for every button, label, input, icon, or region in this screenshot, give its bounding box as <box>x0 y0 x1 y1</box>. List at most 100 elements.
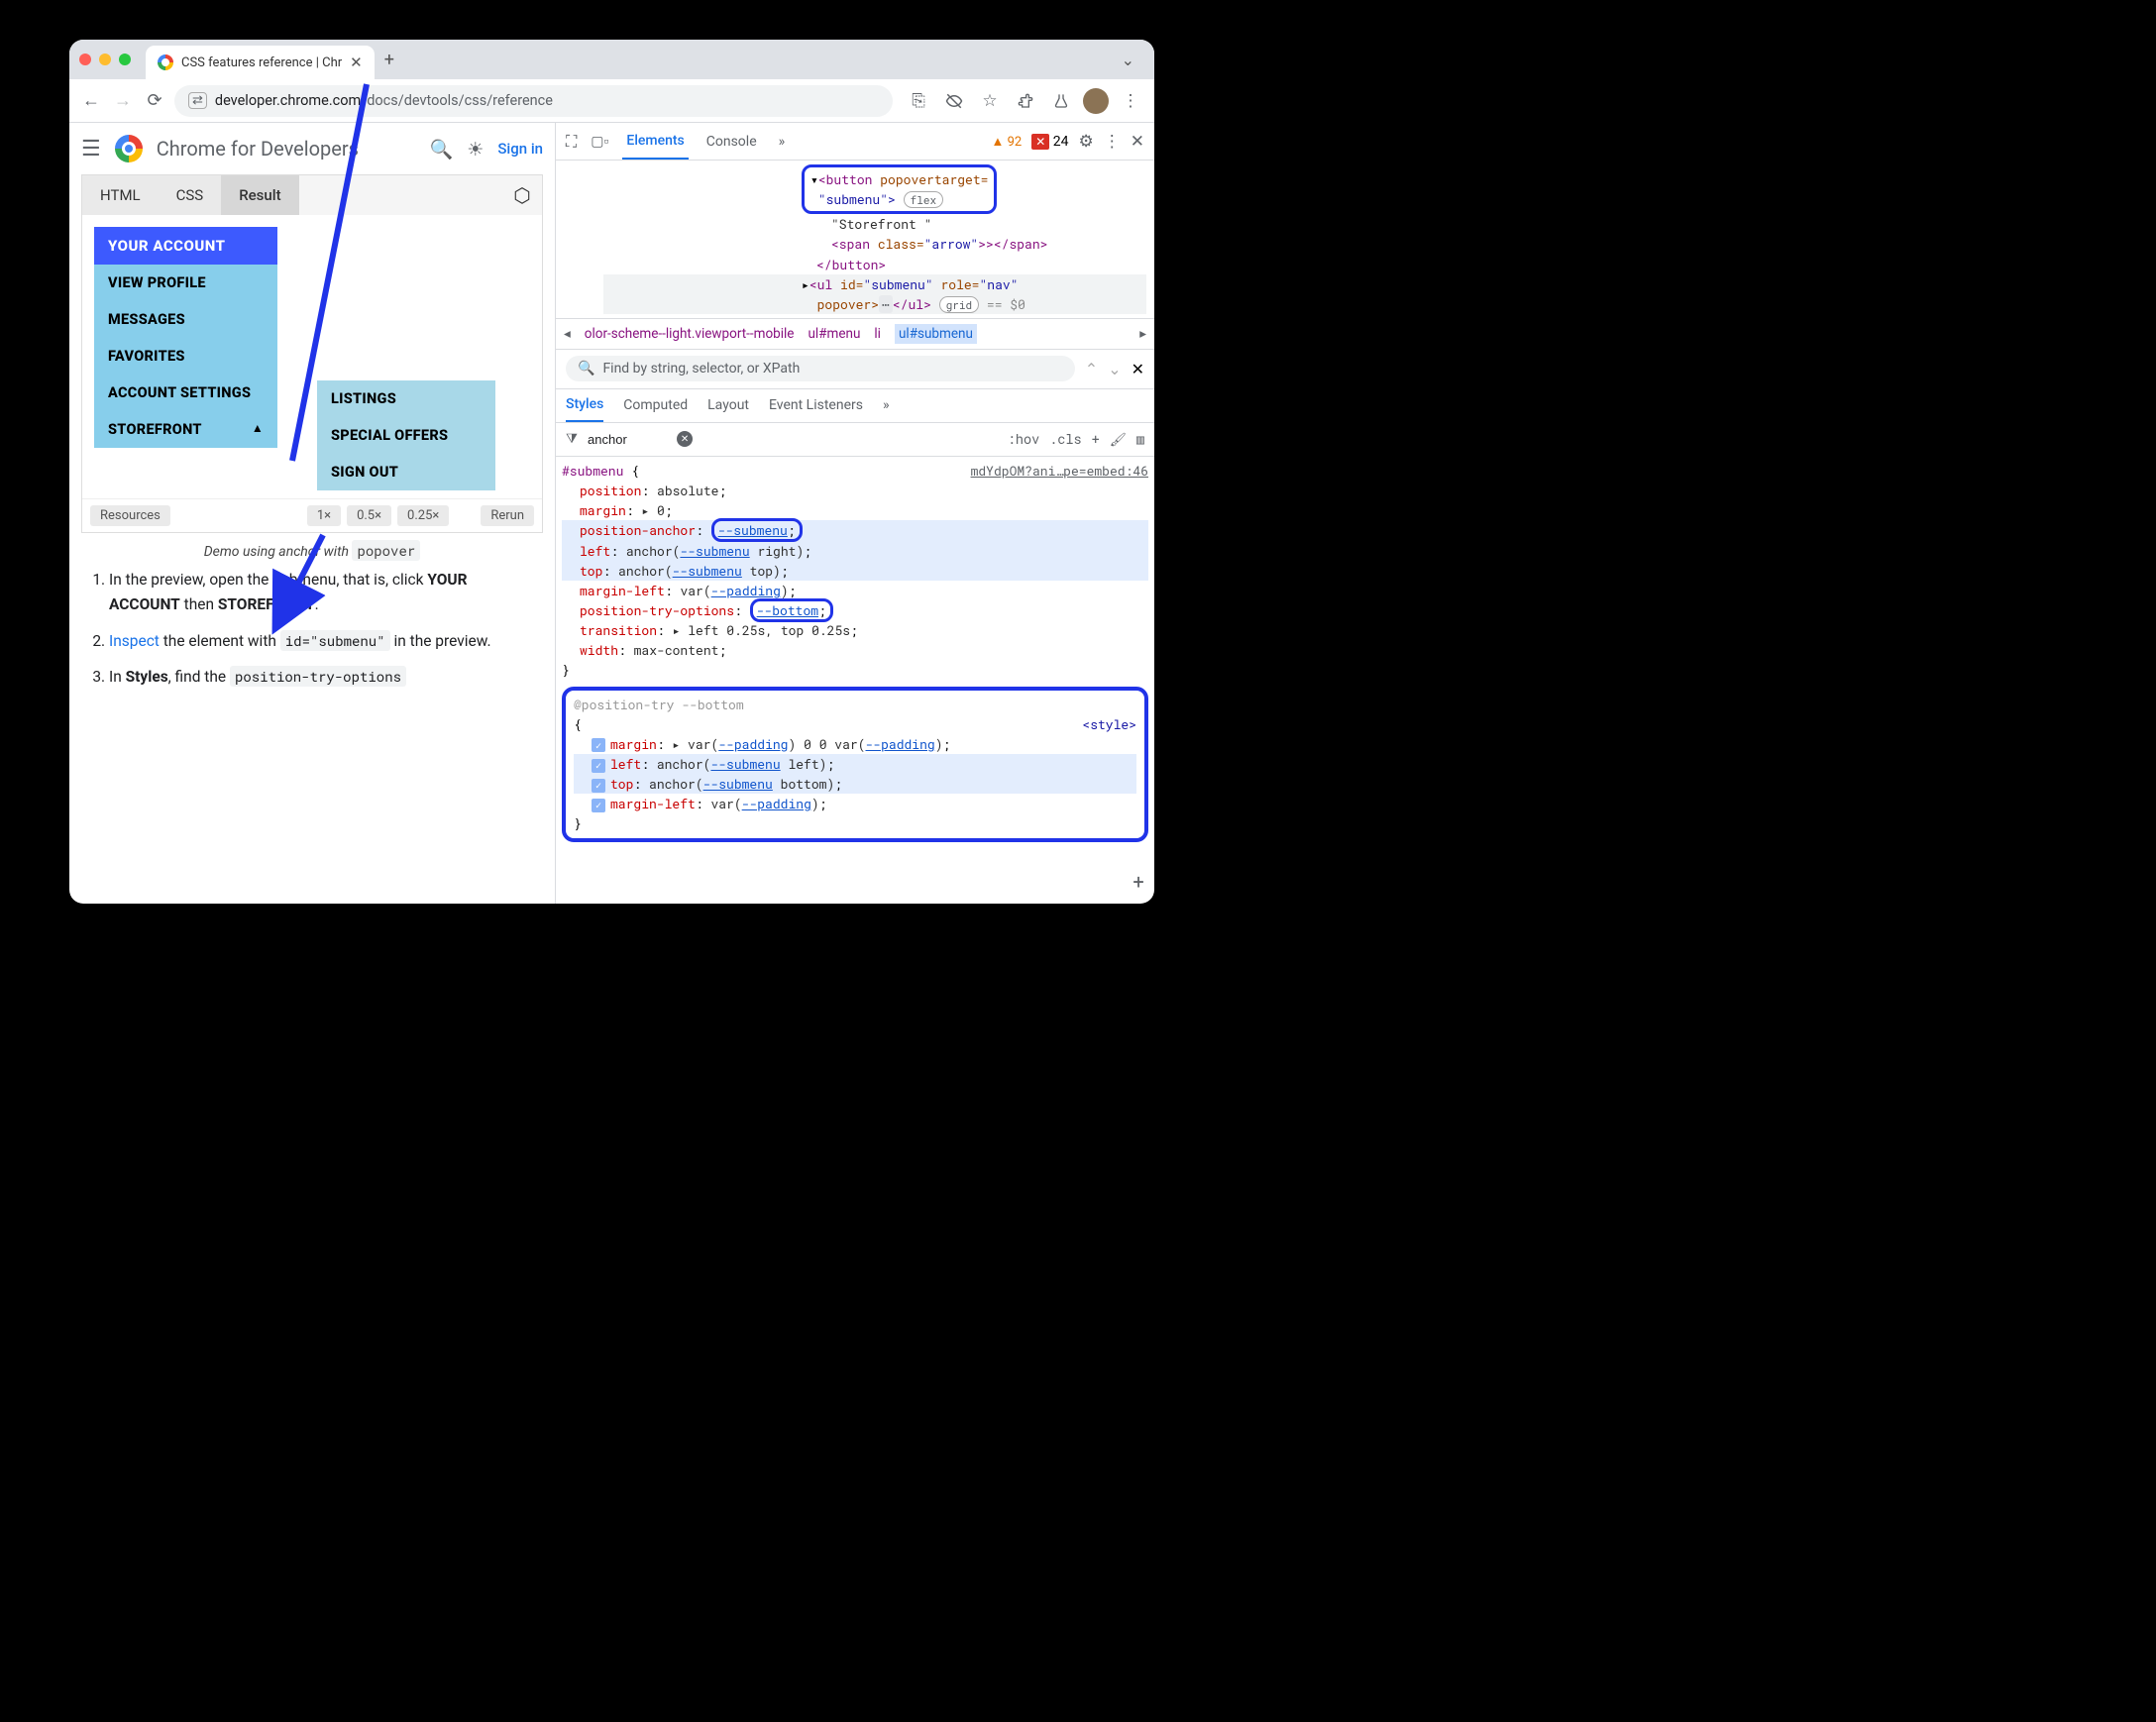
tab-css[interactable]: CSS <box>159 175 222 215</box>
search-icon[interactable]: 🔍 <box>430 138 454 161</box>
signin-link[interactable]: Sign in <box>497 140 543 158</box>
submenu-item[interactable]: SIGN OUT <box>317 454 495 490</box>
tabs-dropdown-icon[interactable]: ⌄ <box>1122 51 1144 69</box>
close-devtools-icon[interactable]: ✕ <box>1131 132 1144 152</box>
filter-icon[interactable]: ⧩ <box>566 431 578 447</box>
ellipsis-badge[interactable]: ⋯ <box>879 295 893 313</box>
instruction-steps: In the preview, open the submenu, that i… <box>69 568 555 701</box>
inspect-element-icon[interactable]: ⛶ <box>566 132 577 152</box>
menu-item[interactable]: FAVORITES <box>94 338 277 375</box>
tab-html[interactable]: HTML <box>82 175 159 215</box>
brand-label: Chrome for Developers <box>157 137 359 161</box>
css-rules[interactable]: mdYdpOM?ani…pe=embed:46 #submenu { posit… <box>556 457 1154 904</box>
css-declaration[interactable]: margin: ▸ 0; <box>562 500 1148 520</box>
traffic-lights[interactable] <box>79 54 131 65</box>
crumb-selected[interactable]: ul#submenu <box>895 324 977 344</box>
new-tab-icon[interactable]: + <box>384 50 394 70</box>
address-bar[interactable]: ⇄ developer.chrome.com/docs/devtools/css… <box>174 85 893 117</box>
settings-icon[interactable]: ⚙ <box>1079 132 1094 152</box>
menu-item[interactable]: MESSAGES <box>94 301 277 338</box>
kebab-icon[interactable]: ⋮ <box>1104 132 1121 152</box>
source-link[interactable]: mdYdpOM?ani…pe=embed:46 <box>971 461 1148 481</box>
hamburger-icon[interactable]: ☰ <box>81 137 101 161</box>
zoom-05x[interactable]: 0.5× <box>347 505 391 526</box>
cast-icon[interactable]: ⎘ <box>905 87 932 115</box>
filter-input[interactable] <box>588 432 667 447</box>
inspect-link[interactable]: Inspect <box>109 632 160 650</box>
reload-icon[interactable]: ⟳ <box>143 89 166 113</box>
menu-item-storefront[interactable]: STOREFRONT▲ <box>94 411 277 448</box>
zoom-1x[interactable]: 1× <box>307 505 341 526</box>
hov-toggle[interactable]: :hov <box>1008 430 1039 448</box>
css-declaration[interactable]: width: max-content; <box>562 640 1148 660</box>
crumb-left-icon[interactable]: ◂ <box>564 326 571 342</box>
crumb-right-icon[interactable]: ▸ <box>1139 326 1146 342</box>
css-declaration[interactable]: position: absolute; <box>562 481 1148 500</box>
more-tabs-icon[interactable]: » <box>775 123 790 160</box>
new-style-icon[interactable]: + <box>1092 430 1100 448</box>
close-search-icon[interactable]: ✕ <box>1132 360 1144 378</box>
tab-styles[interactable]: Styles <box>566 389 603 422</box>
css-declaration[interactable]: ✓left: anchor(--submenu left); <box>574 754 1136 774</box>
tab-console[interactable]: Console <box>702 123 761 160</box>
css-declaration[interactable]: margin-left: var(--padding); <box>562 581 1148 600</box>
bookmark-icon[interactable]: ☆ <box>976 87 1004 115</box>
browser-tab[interactable]: CSS features reference | Chr ✕ <box>146 46 375 79</box>
breadcrumbs[interactable]: ◂ olor-scheme--light.viewport--mobile ul… <box>556 318 1154 350</box>
profile-avatar[interactable] <box>1083 88 1109 114</box>
zoom-025x[interactable]: 0.25× <box>397 505 449 526</box>
css-declaration[interactable]: top: anchor(--submenu top); <box>562 561 1148 581</box>
dom-selected-row[interactable]: ▸<ul id="submenu" role="nav" popover>⋯</… <box>603 274 1146 314</box>
warnings-badge[interactable]: ▲ 92 <box>991 134 1022 150</box>
grid-badge[interactable]: grid <box>939 296 979 313</box>
css-declaration[interactable]: ✓margin: ▸ var(--padding) 0 0 var(--padd… <box>574 734 1136 754</box>
minimize-window-icon[interactable] <box>99 54 111 65</box>
paint-icon[interactable]: 🖌 <box>1110 430 1127 448</box>
incognito-icon[interactable] <box>940 87 968 115</box>
tab-event-listeners[interactable]: Event Listeners <box>769 397 863 413</box>
menu-item[interactable]: VIEW PROFILE <box>94 265 277 301</box>
extensions-icon[interactable] <box>1012 87 1039 115</box>
more-styles-tabs-icon[interactable]: » <box>883 397 890 413</box>
tab-elements[interactable]: Elements <box>622 123 688 160</box>
labs-icon[interactable] <box>1047 87 1075 115</box>
computed-sidebar-icon[interactable]: ▥ <box>1136 430 1144 448</box>
style-source[interactable]: <style> <box>1082 714 1136 734</box>
next-match-icon[interactable]: ⌄ <box>1108 360 1121 378</box>
close-tab-icon[interactable]: ✕ <box>350 54 363 71</box>
tab-layout[interactable]: Layout <box>707 397 749 413</box>
flex-badge[interactable]: flex <box>904 191 943 208</box>
css-declaration[interactable]: position-try-options: --bottom; <box>562 600 1148 620</box>
site-settings-icon[interactable]: ⇄ <box>188 92 207 109</box>
cls-toggle[interactable]: .cls <box>1049 430 1081 448</box>
tab-result[interactable]: Result <box>221 175 298 215</box>
css-declaration[interactable]: ✓margin-left: var(--padding); <box>574 794 1136 813</box>
menu-header[interactable]: YOUR ACCOUNT <box>94 227 277 265</box>
search-input[interactable]: 🔍 Find by string, selector, or XPath <box>566 356 1075 381</box>
crumb[interactable]: ul#menu <box>808 326 860 342</box>
crumb[interactable]: olor-scheme--light.viewport--mobile <box>585 326 795 342</box>
theme-icon[interactable]: ☀ <box>467 138 484 161</box>
codepen-icon[interactable]: ⬡ <box>502 175 542 215</box>
submenu-item[interactable]: LISTINGS <box>317 380 495 417</box>
dom-tree[interactable]: ▾<button popovertarget= "submenu"> flex … <box>556 161 1154 318</box>
tab-computed[interactable]: Computed <box>623 397 688 413</box>
add-rule-icon[interactable]: + <box>1132 867 1144 898</box>
resources-button[interactable]: Resources <box>90 505 170 526</box>
errors-badge[interactable]: ✕ 24 <box>1031 134 1068 150</box>
crumb[interactable]: li <box>874 326 881 342</box>
css-declaration[interactable]: left: anchor(--submenu right); <box>562 541 1148 561</box>
menu-item[interactable]: ACCOUNT SETTINGS <box>94 375 277 411</box>
device-mode-icon[interactable]: ▢▫ <box>591 133 608 150</box>
css-declaration[interactable]: ✓top: anchor(--submenu bottom); <box>574 774 1136 794</box>
css-declaration[interactable]: position-anchor: --submenu; <box>562 520 1148 540</box>
submenu-item[interactable]: SPECIAL OFFERS <box>317 417 495 454</box>
prev-match-icon[interactable]: ⌃ <box>1085 360 1098 378</box>
back-icon[interactable]: ← <box>79 89 103 113</box>
menu-icon[interactable]: ⋮ <box>1117 87 1144 115</box>
rerun-button[interactable]: Rerun <box>481 505 534 526</box>
close-window-icon[interactable] <box>79 54 91 65</box>
clear-filter-icon[interactable]: ✕ <box>677 431 693 447</box>
css-declaration[interactable]: transition: ▸ left 0.25s, top 0.25s; <box>562 620 1148 640</box>
maximize-window-icon[interactable] <box>119 54 131 65</box>
